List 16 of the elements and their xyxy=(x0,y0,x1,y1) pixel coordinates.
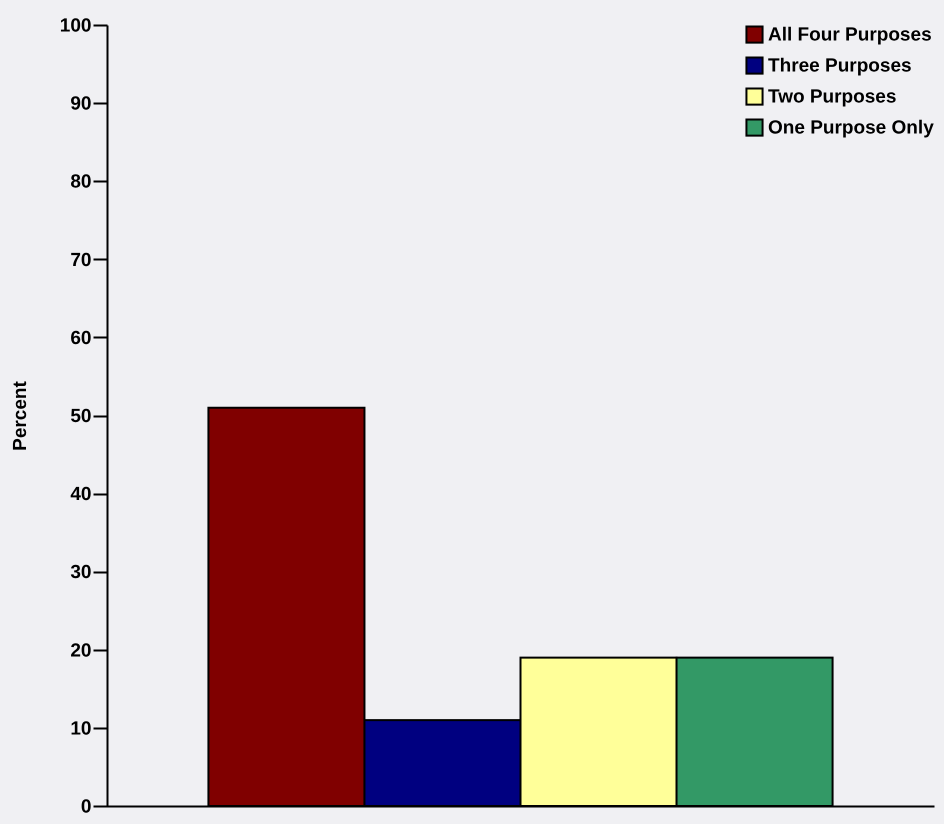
legend-label: All Four Purposes xyxy=(768,24,932,46)
y-tick-label: 20 xyxy=(70,640,92,662)
y-tick-label: 80 xyxy=(70,172,92,193)
y-axis-title: Percent xyxy=(10,380,31,451)
y-tick-label: 60 xyxy=(70,328,92,349)
y-tick-label: 10 xyxy=(70,718,92,740)
legend-label: One Purpose Only xyxy=(768,118,934,138)
y-tick-label: 30 xyxy=(70,562,92,584)
y-tick-label: 100 xyxy=(60,16,92,36)
legend-label: Two Purposes xyxy=(768,86,896,108)
y-tick-label: 50 xyxy=(70,406,92,427)
y-tick-label: 40 xyxy=(70,484,92,506)
y-tick-label: 90 xyxy=(70,94,92,115)
y-tick-label: 70 xyxy=(70,250,92,271)
legend-label: Three Purposes xyxy=(768,56,912,76)
y-tick-label: 0 xyxy=(80,796,92,818)
